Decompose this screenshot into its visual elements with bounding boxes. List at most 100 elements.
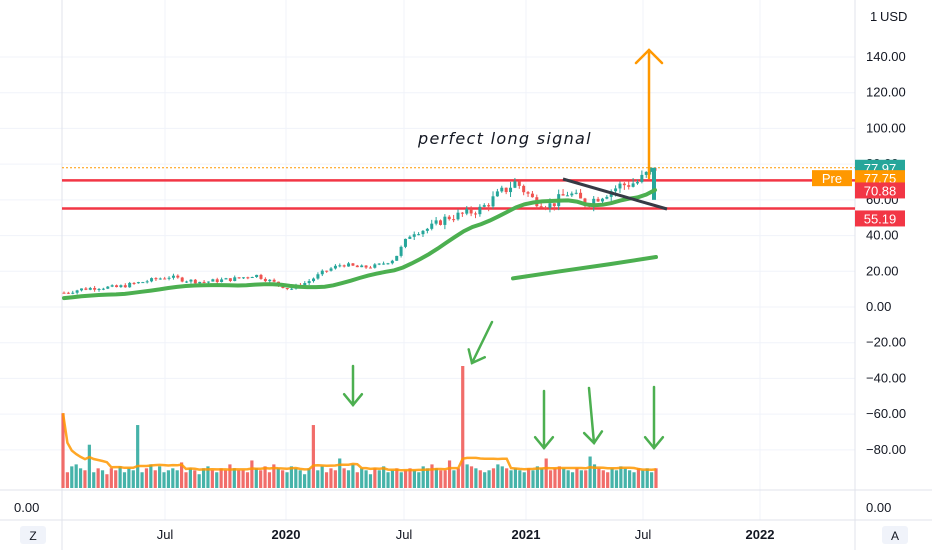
candle-body	[574, 192, 578, 194]
candle-body	[631, 183, 635, 187]
time-tick-label: 2021	[512, 527, 541, 542]
candle-body	[386, 263, 390, 265]
volume-bar	[408, 468, 412, 488]
volume-bar	[548, 470, 553, 488]
volume-bar	[158, 466, 162, 488]
candle-body	[233, 277, 237, 281]
volume-bar	[250, 460, 254, 488]
candle-body	[403, 238, 407, 247]
volume-bar	[267, 472, 272, 488]
volume-bar	[412, 470, 417, 488]
time-tick-label: Jul	[396, 527, 413, 542]
candle-body	[522, 185, 526, 193]
price-tick-label: −40.00	[866, 370, 906, 385]
volume-bar	[417, 472, 421, 488]
volume-bar	[544, 458, 548, 488]
price-tick-label: 40.00	[866, 228, 899, 243]
candle-body	[539, 206, 543, 208]
volume-bar	[78, 468, 83, 488]
candle-body	[66, 292, 70, 294]
volume-bar	[456, 468, 460, 488]
candle-body	[176, 275, 180, 278]
volume-bar	[65, 472, 69, 488]
svg-text:1: 1	[870, 9, 877, 24]
volume-bar	[557, 466, 561, 488]
bottom-right-button[interactable]: A	[882, 526, 908, 544]
volume-bar	[509, 470, 513, 488]
volume-bar	[570, 472, 575, 488]
candle-body	[570, 193, 574, 196]
candle-body	[259, 274, 263, 279]
price-label-resistance: 70.88	[864, 183, 897, 198]
volume-bar	[404, 470, 408, 488]
volume-bar	[281, 470, 285, 488]
candle-body	[93, 287, 97, 290]
pre-label-bg	[812, 170, 852, 187]
candle-body	[329, 268, 333, 271]
volume-bar	[382, 466, 386, 488]
volume-bar	[562, 468, 566, 488]
bottom-left-button[interactable]: Z	[20, 526, 46, 544]
volume-bar	[535, 466, 539, 488]
candle-body	[351, 263, 355, 266]
candle-body	[320, 270, 324, 275]
candle-body	[509, 187, 513, 193]
candle-body	[88, 287, 92, 290]
volume-bar	[219, 468, 223, 488]
volume-bar	[83, 470, 87, 488]
breakout-arrow	[634, 48, 664, 180]
volume-bar	[575, 468, 579, 488]
volume-bar	[386, 472, 390, 488]
candle-body	[228, 278, 232, 281]
volume-bar	[395, 468, 399, 488]
volume-bar	[338, 458, 342, 488]
candle-body	[110, 285, 114, 287]
signal-arrow-head	[582, 430, 604, 445]
volume-bar	[487, 470, 491, 488]
volume-bar	[109, 468, 113, 488]
volume-bar	[74, 464, 78, 488]
signal-arrow-shaft	[587, 386, 596, 445]
volume-bar	[553, 468, 557, 488]
candle-body	[193, 279, 197, 284]
price-label-support: 55.19	[864, 211, 897, 226]
volume-bar	[144, 468, 149, 488]
volume-bar	[302, 474, 307, 488]
candle-body	[430, 223, 434, 229]
candle-body	[360, 265, 364, 268]
volume-bar	[434, 468, 438, 488]
candle-body	[544, 207, 548, 209]
candle-body	[513, 181, 517, 188]
volume-bar	[96, 468, 100, 488]
candle-body	[456, 212, 460, 220]
candle-body	[474, 213, 478, 215]
candle-body	[614, 188, 618, 192]
volume-bar	[100, 470, 105, 488]
volume-bar	[579, 470, 583, 488]
volume-bar	[180, 462, 184, 488]
candle-body	[425, 228, 429, 231]
volume-bar	[614, 470, 619, 488]
lower-pane-left-value: 0.00	[14, 500, 39, 515]
volume-bar	[628, 470, 632, 488]
volume-bar	[316, 470, 320, 488]
candle-body	[443, 216, 447, 225]
candle-body	[622, 183, 626, 186]
volume-bar	[311, 425, 315, 488]
signal-arrows	[342, 320, 665, 450]
price-tick-label: −80.00	[866, 442, 906, 457]
volume-bar	[162, 472, 166, 488]
volume-bar	[421, 466, 425, 488]
signal-arrow-head	[342, 392, 364, 407]
lower-pane-tick: 0.00	[866, 500, 891, 515]
candle-body	[465, 208, 469, 214]
volume-bar	[430, 464, 434, 488]
price-tick-label: 100.00	[866, 120, 906, 135]
signal-arrow-head	[643, 435, 665, 450]
price-tick-label: 140.00	[866, 49, 906, 64]
candle-body	[548, 203, 552, 208]
volume-bar	[175, 470, 179, 488]
volume-bar	[636, 468, 641, 488]
